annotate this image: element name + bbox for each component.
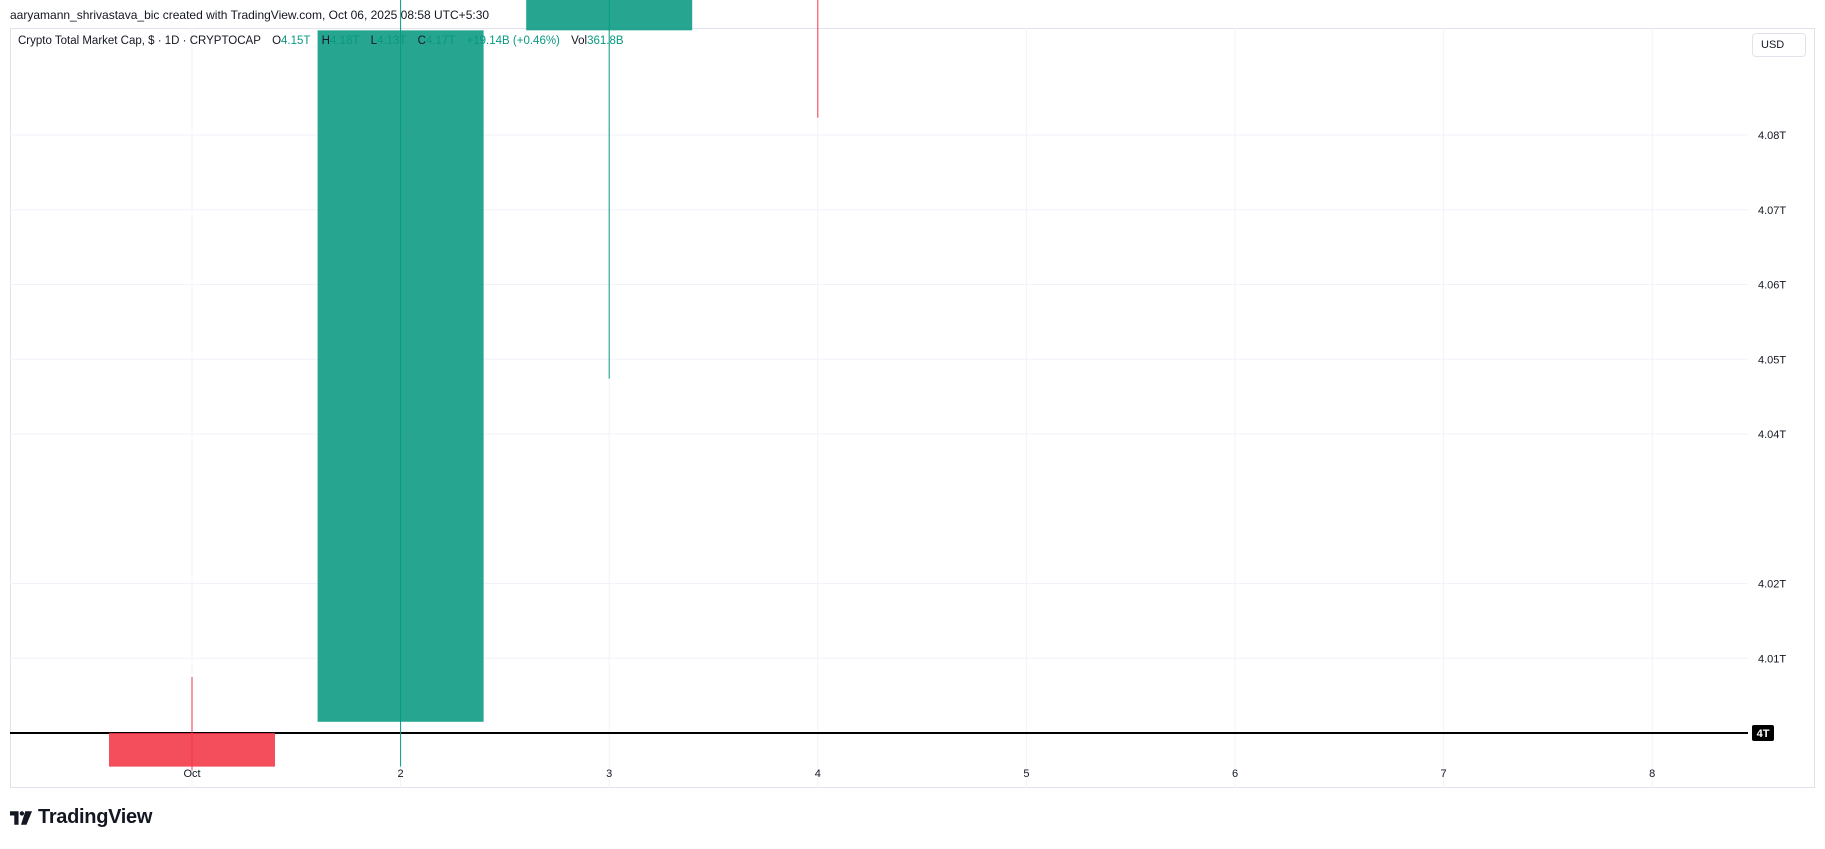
y-tick-label: 4.05T <box>1758 354 1786 366</box>
tradingview-logo-icon <box>10 810 32 825</box>
high-value: 4.18T <box>329 35 360 47</box>
candle <box>317 0 484 767</box>
candle-body <box>526 0 693 31</box>
volume-label: Vol <box>571 35 588 47</box>
x-tick-label: 8 <box>1649 768 1655 780</box>
y-tick-label: 4.01T <box>1758 653 1786 665</box>
candle <box>109 676 275 771</box>
x-tick-label: 7 <box>1441 768 1447 780</box>
symbol-name[interactable]: Crypto Total Market Cap, $ · 1D · CRYPTO… <box>18 35 261 47</box>
high-label: H <box>321 35 330 47</box>
currency-button[interactable]: USD <box>1752 33 1806 57</box>
candle-body <box>317 30 484 722</box>
chart-frame <box>10 28 1815 788</box>
y-tick-label: 4.06T <box>1758 280 1786 292</box>
axis-layer: 4.24T4.22T4.18T4.14T4.12T4.08T4.07T4.06T… <box>183 130 1786 780</box>
levels-layer <box>10 732 1748 734</box>
tradingview-brand-text: TradingView <box>38 806 153 828</box>
y-tick-label: 4.08T <box>1758 130 1786 142</box>
level-price-tag-text: 4T <box>1757 728 1770 740</box>
grid-layer <box>10 28 1748 788</box>
symbol-legend: Crypto Total Market Cap, $ · 1D · CRYPTO… <box>18 35 624 47</box>
level-price-tag-bg <box>1752 725 1774 741</box>
low-label: L <box>370 35 377 47</box>
y-tick-label: 4.07T <box>1758 205 1786 217</box>
volume-value: 361.8B <box>587 35 624 47</box>
candle <box>817 0 819 118</box>
candles-layer <box>109 0 819 771</box>
change-value: +19.14B (+0.46%) <box>466 35 560 47</box>
candle-body <box>109 733 275 767</box>
close-label: C <box>417 35 426 47</box>
close-value: 4.17T <box>425 35 456 47</box>
x-tick-label: 2 <box>398 768 404 780</box>
x-tick-label: 3 <box>606 768 612 780</box>
y-tick-label: 4.04T <box>1758 429 1786 441</box>
chart-caption: aaryamann_shrivastava_bic created with T… <box>10 8 490 22</box>
x-tick-label: 4 <box>815 768 821 780</box>
y-tick-label: 4.02T <box>1758 579 1786 591</box>
tradingview-logo[interactable]: TradingView <box>10 806 152 829</box>
low-value: 4.13T <box>376 35 407 47</box>
open-label: O <box>272 35 282 47</box>
open-value: 4.15T <box>281 35 311 47</box>
candle <box>526 0 693 379</box>
x-tick-label: Oct <box>183 768 200 780</box>
level-price-tag: 4T <box>1752 725 1774 741</box>
x-tick-label: 5 <box>1023 768 1029 780</box>
x-tick-label: 6 <box>1232 768 1238 780</box>
